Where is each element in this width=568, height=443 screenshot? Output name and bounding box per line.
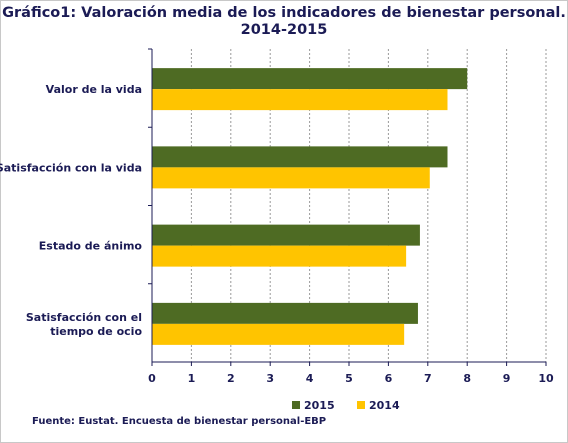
category-label: Valor de la vida <box>46 83 142 96</box>
x-tick-labels: 0 1 2 3 4 5 6 7 8 9 10 <box>148 372 554 385</box>
chart-title: Gráfico1: Valoración media de los indica… <box>1 5 567 39</box>
legend-label: 2014 <box>369 399 400 412</box>
bar-2014 <box>152 323 405 345</box>
category-label: Satisfacción con la vida <box>0 161 142 174</box>
bar-2014 <box>152 167 430 189</box>
category-label: Estado de ánimo <box>39 240 143 253</box>
bars <box>152 68 468 345</box>
x-tick-label: 7 <box>424 372 432 385</box>
legend: 2015 2014 <box>292 399 400 412</box>
bar-2014 <box>152 245 407 267</box>
x-tick-label: 9 <box>503 372 511 385</box>
category-label: Satisfacción con el <box>26 311 142 324</box>
x-tick-label: 5 <box>345 372 353 385</box>
x-tick-label: 1 <box>188 372 196 385</box>
bar-2015 <box>152 146 448 168</box>
chart-title-line-2: 2014-2015 <box>240 22 328 38</box>
x-tick-label: 0 <box>148 372 156 385</box>
bar-2014 <box>152 89 448 111</box>
x-tick-label: 8 <box>463 372 471 385</box>
legend-swatch <box>292 401 300 409</box>
legend-label: 2015 <box>304 399 335 412</box>
bar-2015 <box>152 302 418 324</box>
x-tick-label: 3 <box>266 372 274 385</box>
category-labels: Valor de la vida Satisfacción con la vida… <box>0 83 142 338</box>
x-tick-label: 10 <box>538 372 554 385</box>
category-label: tiempo de ocio <box>50 325 142 338</box>
x-tick-label: 4 <box>306 372 314 385</box>
source-note: Fuente: Eustat. Encuesta de bienestar pe… <box>32 416 327 427</box>
x-tick-label: 2 <box>227 372 235 385</box>
chart-title-line-1: Gráfico1: Valoración media de los indica… <box>2 5 566 21</box>
x-tick-label: 6 <box>385 372 393 385</box>
bar-2015 <box>152 68 468 90</box>
axes <box>148 48 547 366</box>
bar-2015 <box>152 224 420 246</box>
legend-swatch <box>357 401 365 409</box>
